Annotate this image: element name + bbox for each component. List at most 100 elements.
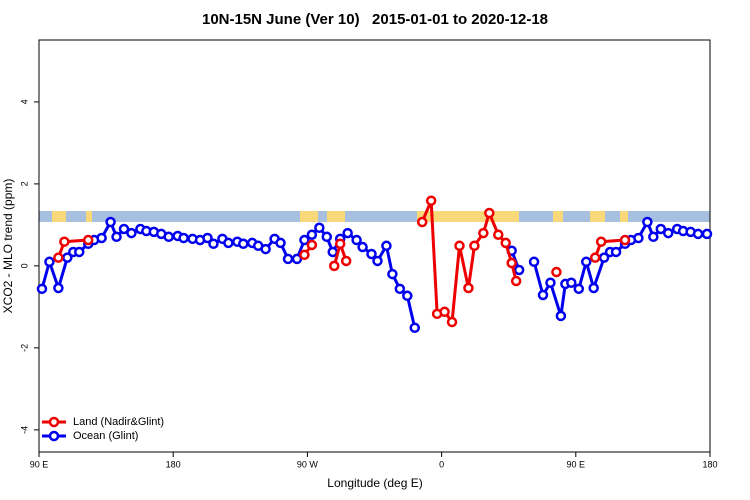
point	[260, 243, 271, 255]
plot-frame	[38, 39, 711, 453]
point	[334, 238, 346, 249]
point	[394, 283, 406, 295]
point	[545, 277, 556, 288]
point	[500, 237, 511, 249]
point	[366, 248, 377, 260]
legend-label: Land (Nadir&Glint)	[73, 416, 164, 428]
point	[648, 231, 659, 243]
point	[53, 252, 64, 263]
point	[275, 237, 286, 249]
point	[469, 240, 480, 252]
y-axis-label: XCO2 - MLO trend (ppm)	[1, 179, 15, 314]
point	[446, 316, 458, 328]
point	[328, 260, 340, 272]
point	[372, 255, 383, 267]
point	[555, 310, 567, 322]
point	[321, 231, 333, 243]
mask-land	[52, 211, 66, 222]
mask-land	[327, 211, 345, 222]
y-tick-label: 2	[19, 181, 29, 186]
point	[478, 227, 489, 239]
x-tick-label: 90 E	[567, 459, 586, 469]
point	[580, 256, 592, 268]
point	[291, 253, 303, 265]
point	[282, 253, 294, 265]
point	[163, 231, 174, 243]
point	[484, 207, 495, 219]
legend-label: Ocean (Glint)	[73, 430, 138, 442]
point	[126, 227, 137, 239]
y-tick-label: -4	[19, 426, 29, 434]
point	[642, 216, 653, 228]
series-line	[40, 218, 708, 329]
point	[178, 232, 189, 244]
point	[573, 283, 585, 295]
point	[513, 264, 525, 276]
legend-marker	[48, 430, 60, 442]
mask-land	[620, 211, 628, 222]
x-tick-label: 0	[439, 459, 444, 469]
point	[299, 249, 310, 261]
point	[439, 306, 450, 318]
point	[82, 234, 94, 246]
point	[409, 322, 421, 334]
point	[463, 282, 474, 294]
mask-land	[300, 211, 318, 222]
point	[701, 228, 713, 240]
point	[619, 234, 631, 246]
point	[425, 195, 437, 206]
point	[306, 239, 318, 251]
point	[387, 268, 398, 280]
point	[416, 216, 428, 228]
point	[662, 227, 674, 239]
mask-land	[86, 211, 92, 222]
point	[493, 229, 504, 240]
point	[238, 238, 249, 249]
point	[692, 228, 704, 240]
point	[306, 229, 318, 240]
x-axis-label: Longitude (deg E)	[327, 476, 422, 490]
y-tick-label: 0	[19, 263, 29, 268]
point	[551, 266, 562, 278]
chart-title: 10N-15N June (Ver 10) 2015-01-01 to 2020…	[202, 11, 548, 28]
mask-land	[590, 211, 605, 222]
point	[402, 290, 413, 302]
point	[510, 275, 522, 287]
y-tick-label: 4	[19, 99, 29, 104]
point	[105, 216, 116, 228]
point	[208, 238, 219, 249]
point	[74, 246, 85, 258]
point	[537, 289, 549, 301]
point	[610, 246, 622, 258]
point	[223, 237, 234, 249]
point	[59, 236, 70, 247]
x-tick-label: 180	[702, 459, 717, 469]
point	[202, 232, 213, 244]
point	[506, 257, 517, 269]
point	[327, 246, 338, 258]
point	[589, 252, 601, 263]
point	[96, 232, 107, 244]
point	[655, 223, 667, 235]
point	[357, 241, 368, 253]
point	[111, 231, 122, 243]
point	[314, 222, 325, 234]
point	[53, 282, 64, 294]
x-tick-label: 90 E	[30, 459, 49, 469]
point	[351, 234, 362, 246]
point	[633, 232, 644, 244]
point	[44, 256, 55, 268]
point	[595, 236, 607, 247]
point	[566, 277, 577, 288]
mask-land	[553, 211, 563, 222]
mask-land	[417, 211, 519, 222]
point	[299, 234, 310, 246]
point	[118, 223, 130, 235]
legend-marker	[48, 416, 60, 428]
point	[340, 255, 352, 267]
land-mask-band	[39, 211, 710, 222]
y-tick-label: -2	[19, 344, 29, 352]
point	[36, 283, 48, 295]
mask-ocean	[39, 211, 710, 222]
